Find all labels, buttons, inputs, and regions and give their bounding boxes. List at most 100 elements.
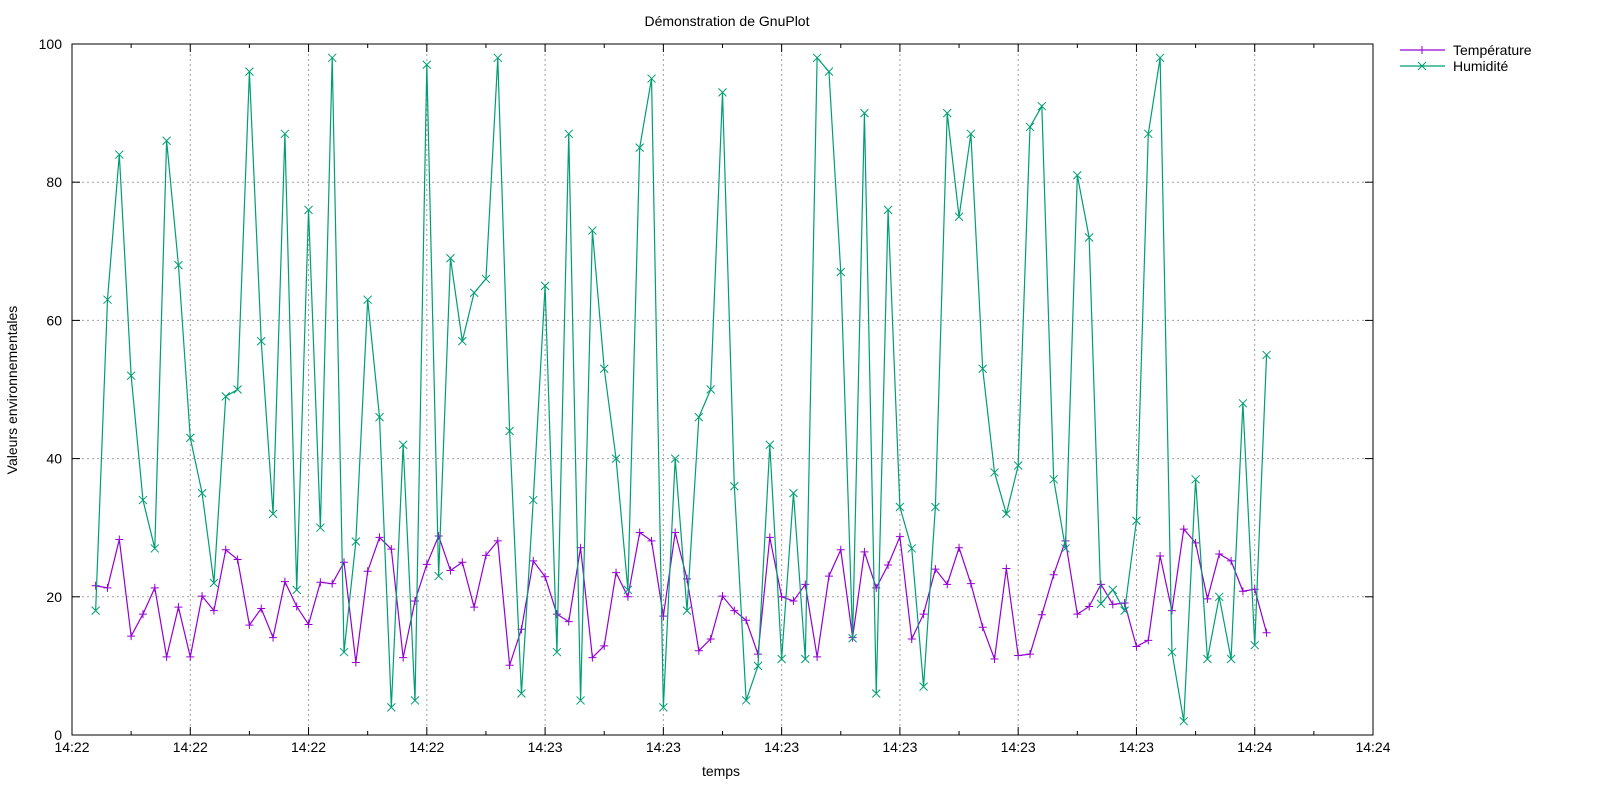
data-point	[340, 558, 349, 567]
series-temperature	[91, 525, 1271, 670]
data-point	[552, 610, 561, 619]
x-tick-label: 14:22	[54, 739, 89, 755]
data-point	[919, 610, 928, 619]
data-point	[564, 617, 573, 626]
data-point	[316, 523, 325, 533]
data-point	[529, 556, 538, 565]
y-tick-label: 40	[46, 451, 62, 467]
data-point	[718, 592, 727, 601]
data-point	[753, 661, 763, 671]
legend-label: Humidité	[1453, 58, 1508, 74]
data-point	[541, 572, 550, 581]
series-line	[95, 56, 1268, 722]
data-point	[1025, 122, 1035, 132]
data-point	[481, 551, 490, 560]
y-tick-label: 100	[39, 36, 63, 52]
data-point	[730, 606, 739, 615]
data-point	[1203, 594, 1212, 603]
data-point	[434, 571, 443, 581]
data-point	[1179, 525, 1188, 534]
data-point	[197, 488, 207, 498]
data-point	[813, 652, 822, 661]
data-point	[623, 592, 632, 601]
data-point	[611, 454, 621, 463]
data-point	[1144, 636, 1153, 645]
data-point	[1037, 101, 1047, 111]
data-point	[493, 536, 502, 545]
data-point	[114, 150, 124, 159]
data-point	[186, 652, 195, 661]
data-point	[848, 633, 857, 643]
data-point	[659, 703, 668, 712]
data-point	[505, 426, 514, 436]
data-point	[470, 603, 479, 612]
data-point	[1203, 654, 1212, 664]
data-point	[623, 585, 633, 595]
data-point	[588, 653, 597, 662]
data-point	[1049, 474, 1059, 484]
data-point	[138, 495, 148, 505]
data-point	[1084, 233, 1094, 242]
data-point	[280, 129, 290, 139]
data-point	[375, 412, 384, 422]
data-point	[351, 537, 361, 546]
y-tick-label: 80	[46, 174, 62, 190]
data-point	[1108, 600, 1117, 609]
data-point	[198, 592, 207, 601]
data-point	[588, 226, 597, 235]
data-point	[647, 74, 656, 83]
data-point	[895, 502, 905, 512]
data-point	[800, 654, 810, 664]
data-point	[576, 696, 585, 705]
data-point	[316, 578, 325, 587]
data-point	[931, 502, 940, 512]
data-point	[789, 488, 798, 498]
data-point	[990, 654, 999, 663]
data-point	[505, 661, 514, 670]
data-point	[943, 580, 952, 589]
data-point	[1250, 640, 1260, 650]
data-point	[777, 654, 786, 664]
data-point	[446, 253, 455, 263]
data-point	[339, 647, 349, 657]
data-point	[1215, 549, 1224, 558]
data-point	[1167, 647, 1177, 657]
data-point	[718, 88, 727, 97]
data-point	[670, 454, 680, 463]
data-point	[103, 295, 112, 305]
data-point	[1226, 654, 1236, 664]
legend-item: Humidité	[1400, 58, 1508, 74]
data-point	[481, 274, 491, 284]
data-point	[812, 53, 822, 63]
data-point	[103, 583, 112, 592]
data-point	[1072, 170, 1082, 180]
data-point	[410, 696, 420, 705]
data-point	[1156, 552, 1165, 561]
data-point	[1132, 642, 1141, 651]
data-point	[162, 136, 171, 146]
data-point	[422, 60, 432, 70]
data-point	[942, 108, 952, 118]
data-point	[1262, 628, 1271, 637]
data-point	[268, 509, 278, 519]
data-point	[1061, 544, 1070, 553]
data-point	[363, 567, 372, 576]
data-point	[446, 566, 455, 575]
data-point	[469, 288, 479, 298]
data-point	[399, 653, 408, 662]
data-point	[138, 610, 147, 619]
data-point	[1238, 398, 1248, 408]
y-axis-label: Valeurs environnementales	[4, 306, 20, 475]
x-tick-label: 14:23	[1119, 739, 1154, 755]
data-point	[801, 580, 810, 589]
data-point	[162, 652, 171, 661]
data-point	[457, 336, 467, 346]
data-point	[327, 53, 337, 63]
x-tick-label: 14:24	[1237, 739, 1272, 755]
data-point	[1014, 651, 1023, 660]
data-point	[1179, 716, 1189, 726]
data-point	[517, 689, 526, 698]
data-point	[552, 647, 562, 657]
series-humidity	[91, 53, 1271, 726]
